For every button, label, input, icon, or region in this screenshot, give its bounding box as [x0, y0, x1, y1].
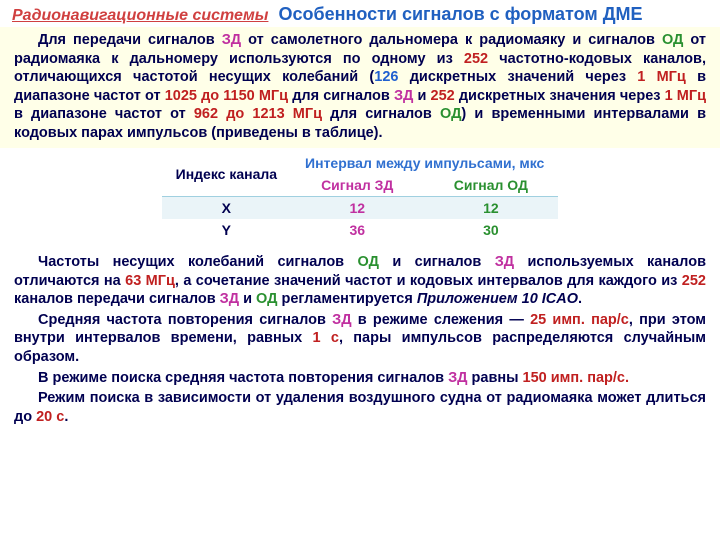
header-right: Особенности сигналов с форматом ДМЕ: [278, 4, 642, 25]
para-search-duration: Режим поиска в зависимости от удаления в…: [14, 389, 706, 426]
header-left: Радионавигационные системы: [12, 7, 268, 25]
para-tracking: Средняя частота повторения сигналов ЗД в…: [14, 311, 706, 367]
th-interval: Интервал между импульсами, мкс: [291, 152, 558, 174]
slide-header: Радионавигационные системы Особенности с…: [0, 0, 720, 27]
th-index: Индекс канала: [162, 152, 291, 197]
zd-label: ЗД: [222, 32, 241, 48]
th-zd: Сигнал ЗД: [291, 174, 423, 197]
intro-paragraph: Для передачи сигналов ЗД от самолетного …: [14, 31, 706, 142]
th-od: Сигнал ОД: [423, 174, 558, 197]
para-freq-diff: Частоты несущих колебаний сигналов ОД и …: [14, 253, 706, 309]
intro-block: Для передачи сигналов ЗД от самолетного …: [0, 27, 720, 148]
table-row: Y 36 30: [162, 219, 559, 241]
table-row: X 12 12: [162, 197, 559, 220]
pulse-interval-table: Индекс канала Интервал между импульсами,…: [162, 152, 559, 241]
icao-annex: Приложением 10 ICAO: [417, 291, 578, 307]
para-search: В режиме поиска средняя частота повторен…: [14, 369, 706, 388]
table-header-row-1: Индекс канала Интервал между импульсами,…: [162, 152, 559, 174]
od-label: ОД: [662, 32, 683, 48]
table-container: Индекс канала Интервал между импульсами,…: [0, 148, 720, 247]
body-block: Частоты несущих колебаний сигналов ОД и …: [0, 247, 720, 436]
